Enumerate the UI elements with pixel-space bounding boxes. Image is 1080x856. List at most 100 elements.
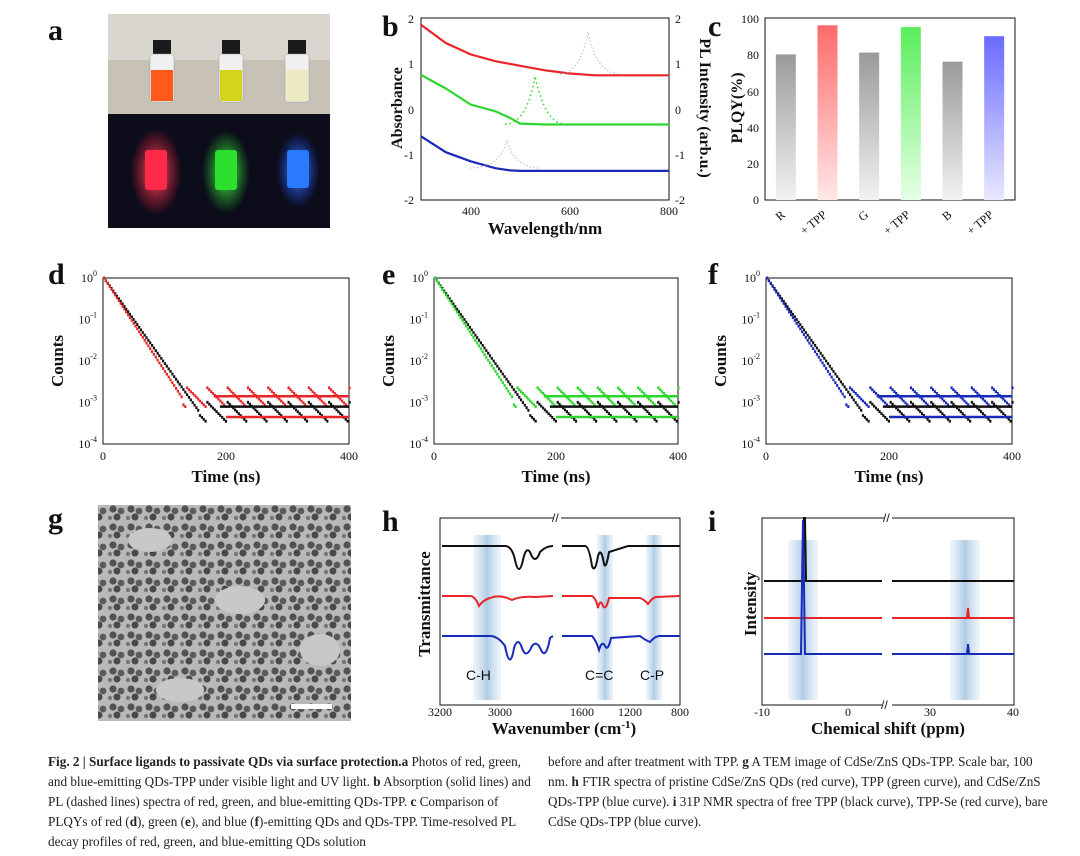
panel-b-series — [420, 23, 669, 172]
decay-ytick: 10-2 — [741, 352, 760, 368]
decay-ytick: 10-3 — [741, 394, 760, 410]
panel-d-chart: 10-4 10-3 10-2 10-1 100 0 200 400 Time (ns) Count… — [48, 269, 358, 486]
axis-break-icon: // — [883, 511, 890, 525]
decay-ytick: 100 — [412, 269, 428, 285]
decay-xtick: 400 — [1003, 449, 1021, 463]
bar-5 — [984, 36, 1005, 201]
h-xtick: 1200 — [618, 705, 642, 719]
decay-ylabel: Counts — [48, 335, 67, 387]
panel-label-b: b — [382, 10, 399, 43]
panel-label-c: c — [708, 10, 722, 43]
c-ytick: 80 — [747, 48, 759, 62]
h-xtick: 3200 — [428, 705, 452, 719]
b-ytick-right-2: 2 — [675, 12, 681, 26]
c-category-label: G — [855, 207, 871, 224]
panel-label-g: g — [48, 502, 63, 535]
decay-ytick: 100 — [744, 269, 760, 285]
decay-points-green — [434, 276, 680, 408]
h-xtick: 1600 — [570, 705, 594, 719]
h-xtick: 3000 — [488, 705, 512, 719]
nmr-red-curve — [764, 607, 1014, 619]
decay-points-red — [103, 276, 351, 408]
decay-xtick: 400 — [340, 449, 358, 463]
decay-ytick: 10-4 — [409, 435, 428, 451]
decay-xtick: 400 — [669, 449, 687, 463]
decay-xtick: 0 — [431, 449, 437, 463]
i-xlabel: Chemical shift (ppm) — [811, 719, 965, 738]
h-xtick: 800 — [671, 705, 689, 719]
bar-3 — [900, 27, 921, 200]
decay-xlabel: Time (ns) — [191, 467, 260, 486]
panel-e-chart: 10-4 10-3 10-2 10-1 100 0 200 400 Time (ns) Count… — [379, 269, 687, 486]
c-ytick: 100 — [741, 12, 759, 26]
panel-h-chart: // C-H C=C C-P 3200 3000 1600 1200 800 W… — [415, 511, 689, 738]
decay-ytick: 10-2 — [78, 352, 97, 368]
decay-ytick: 10-3 — [78, 394, 97, 410]
vial-red-visible — [149, 40, 175, 103]
figure-label: Fig. 2 | Surface ligands to passivate QD… — [48, 754, 402, 769]
panel-c-chart: 100 80 60 40 20 0 R + TPP G + TPP B + TPP PLQ… — [729, 12, 1016, 238]
axis-break-icon: // — [552, 511, 559, 525]
b-xtick: 400 — [462, 204, 480, 218]
decay-ytick: 10-1 — [409, 311, 428, 327]
h-ylabel: Transmittance — [415, 551, 434, 657]
b-ytick-left-2: 2 — [408, 12, 414, 26]
panel-i-chart: // // -10 0 30 40 Chemical shift (ppm) I… — [741, 511, 1019, 738]
decay-xtick: 0 — [100, 449, 106, 463]
i-xtick: 0 — [845, 705, 851, 719]
pl-peak-green — [504, 75, 566, 125]
bar-0 — [775, 54, 796, 201]
i-xtick: 30 — [924, 705, 936, 719]
b-ytick-left-1: 1 — [408, 57, 414, 71]
decay-reference-black — [434, 276, 680, 423]
vial-green-visible — [218, 40, 244, 103]
decay-reference-black — [103, 276, 351, 423]
c-ylabel: PLQY(%) — [729, 72, 746, 143]
decay-ytick: 10-4 — [741, 435, 760, 451]
c-ytick: 0 — [753, 193, 759, 207]
b-ylabel-right: PL Intensity (arb.u.) — [696, 38, 713, 178]
decay-ytick: 100 — [81, 269, 97, 285]
pl-peak-red — [559, 31, 621, 75]
b-xtick: 800 — [660, 204, 678, 218]
vial-blue-visible — [284, 40, 310, 103]
absorbance-line-blue — [420, 135, 669, 172]
decay-reference-black — [766, 276, 1014, 423]
figure-canvas: 2 1 0 -1 -2 2 1 0 -1 -2 400 600 800 Wave… — [48, 12, 1021, 738]
c-category-label: R — [773, 208, 788, 224]
scale-bar — [291, 704, 332, 709]
panel-f-chart: 10-4 10-3 10-2 10-1 100 0 200 400 Time (ns) Count… — [711, 269, 1021, 486]
annotation-cc: C=C — [585, 667, 613, 683]
decay-xlabel: Time (ns) — [854, 467, 923, 486]
absorbance-line-green — [420, 73, 669, 126]
decay-points-blue — [766, 276, 1014, 408]
i-ylabel: Intensity — [741, 571, 760, 636]
decay-xtick: 200 — [547, 449, 565, 463]
nmr-black-curve — [764, 517, 1014, 582]
absorbance-line-red — [420, 23, 669, 77]
b-ytick-right-m2: -2 — [675, 193, 685, 207]
b-ylabel-left: Absorbance — [389, 67, 406, 149]
panel-label-d: d — [48, 258, 65, 291]
figure-caption-right: before and after treatment with TPP. g A… — [548, 754, 1048, 829]
decay-ytick: 10-3 — [409, 394, 428, 410]
b-ytick-left-m2: -2 — [404, 193, 414, 207]
ftir-red-curve — [442, 595, 681, 609]
decay-xtick: 0 — [763, 449, 769, 463]
decay-ylabel: Counts — [379, 335, 398, 387]
annotation-cp: C-P — [640, 667, 664, 683]
b-ytick-left-m1: -1 — [404, 148, 414, 162]
nmr-blue-curve — [764, 519, 1014, 655]
i-xtick: 40 — [1007, 705, 1019, 719]
h-xlabel: Wavenumber (cm-1) — [492, 719, 636, 738]
b-xlabel: Wavelength/nm — [488, 219, 602, 238]
decay-ylabel: Counts — [711, 335, 730, 387]
decay-panels: 10-4 10-3 10-2 10-1 100 0 200 400 Time (ns) Count… — [48, 269, 1021, 486]
b-ytick-right-1: 1 — [675, 57, 681, 71]
ftir-blue-curve — [442, 634, 680, 661]
panel-label-a: a — [48, 14, 63, 47]
panel-c-bars — [775, 25, 1005, 201]
panel-b-chart: 2 1 0 -1 -2 2 1 0 -1 -2 400 600 800 Wave… — [389, 12, 713, 238]
annotation-ch: C-H — [466, 667, 491, 683]
b-ytick-right-m1: -1 — [675, 148, 685, 162]
